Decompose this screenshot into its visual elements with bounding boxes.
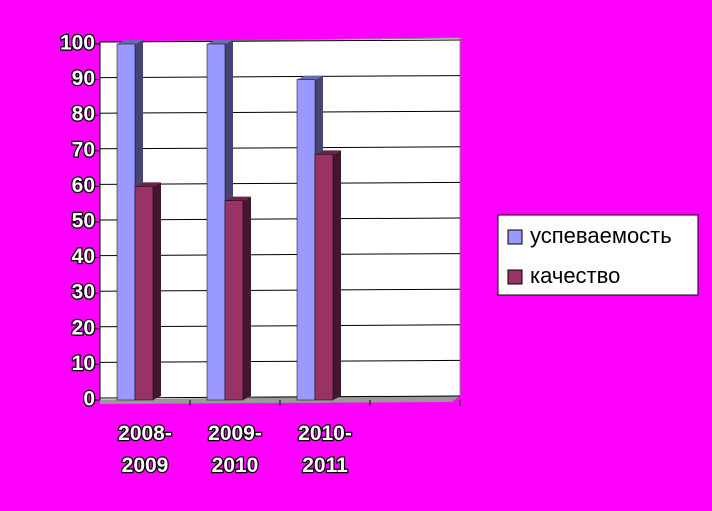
y-tick-label: 80 [72, 103, 95, 126]
x-tick-label-line: 2010 [212, 454, 259, 477]
legend-swatch [507, 229, 523, 245]
legend-label: успеваемость [530, 223, 672, 248]
grid-line [99, 39, 461, 43]
y-tick-label: 90 [72, 67, 95, 90]
y-tick-label: 70 [72, 138, 95, 161]
bar-top [117, 40, 143, 44]
bar-side [153, 182, 161, 400]
x-tick-label-line: 2009- [208, 422, 262, 445]
bar [134, 186, 154, 401]
grid-line [99, 395, 461, 399]
legend-label: качество [530, 263, 620, 288]
bar-side [333, 150, 341, 400]
x-tick-label-line: 2011 [302, 454, 348, 477]
grid-line [99, 75, 461, 79]
bar [296, 79, 316, 401]
grid-line [99, 146, 461, 150]
y-tick-label: 20 [72, 316, 95, 339]
y-tick-label: 0 [83, 388, 95, 411]
bar [116, 43, 136, 401]
bar-top [315, 150, 341, 155]
x-tick-label-line: 2010- [298, 422, 352, 445]
y-tick-label: 40 [72, 245, 95, 268]
grid-line [99, 110, 461, 114]
x-tick-label-line: 2008- [118, 422, 172, 445]
y-tick-label: 60 [72, 174, 95, 197]
y-tick-label: 10 [72, 352, 95, 375]
bar-top [207, 40, 233, 44]
bar-side [243, 196, 251, 400]
bar-top [297, 75, 323, 80]
legend-swatch [507, 269, 523, 285]
y-tick-label: 30 [72, 281, 95, 304]
legend [497, 214, 699, 296]
x-tick-label: 2009- 2010 [208, 422, 262, 477]
y-tick-label: 100 [60, 32, 95, 55]
y-tick-label: 50 [72, 210, 95, 233]
x-tick-label-line: 2009 [122, 454, 169, 477]
bar [224, 200, 244, 401]
bar-top [225, 196, 251, 201]
bar [314, 154, 334, 401]
bar [206, 43, 226, 401]
bar-top [135, 182, 161, 187]
x-tick-label: 2010- 2011 [298, 422, 352, 477]
x-tick-label: 2008- 2009 [118, 422, 172, 477]
